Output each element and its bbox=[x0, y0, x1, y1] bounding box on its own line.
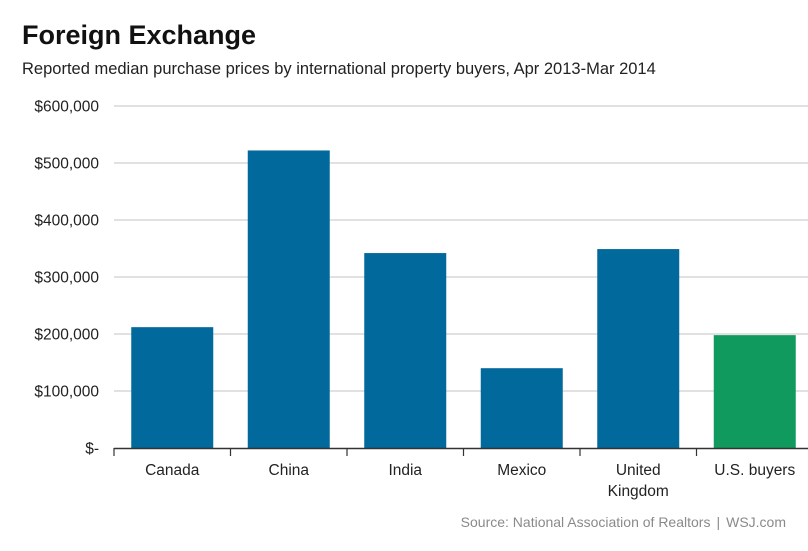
source-note: Source: National Association of Realtors… bbox=[461, 514, 786, 530]
y-tick-label: $400,000 bbox=[34, 213, 99, 230]
chart-title: Foreign Exchange bbox=[22, 20, 257, 50]
source-separator: | bbox=[716, 514, 721, 530]
x-tick-label: Canada bbox=[145, 462, 200, 479]
y-tick-label: $100,000 bbox=[34, 384, 99, 401]
bar bbox=[364, 253, 447, 448]
source-text: Source: National Association of Realtors bbox=[460, 514, 711, 530]
bar bbox=[713, 335, 796, 448]
y-tick-label: $500,000 bbox=[34, 156, 99, 173]
x-axis bbox=[113, 447, 808, 456]
gridlines bbox=[114, 105, 808, 392]
x-tick-label: India bbox=[388, 462, 422, 479]
x-tick-label: U.S. buyers bbox=[714, 462, 795, 479]
y-tick-label: $200,000 bbox=[34, 327, 99, 344]
bars bbox=[131, 150, 796, 448]
chart-subtitle: Reported median purchase prices by inter… bbox=[22, 60, 656, 78]
y-axis-ticks: $- $100,000 $200,000 $300,000 $400,000 $500,0… bbox=[34, 99, 99, 458]
bar bbox=[480, 368, 563, 448]
y-tick-label: $600,000 bbox=[34, 99, 99, 116]
bar bbox=[597, 249, 680, 448]
bar bbox=[247, 150, 330, 448]
source-site: WSJ.com bbox=[726, 514, 786, 530]
x-axis-labels: Canada China India Mexico United Kingdom U.S. … bbox=[145, 462, 795, 500]
x-tick-label: China bbox=[269, 462, 310, 479]
x-tick-label: Mexico bbox=[497, 462, 546, 479]
x-tick-label: United Kingdom bbox=[608, 462, 669, 500]
y-tick-label: $300,000 bbox=[34, 270, 99, 287]
bar bbox=[131, 327, 214, 448]
y-tick-label: $- bbox=[85, 441, 99, 458]
